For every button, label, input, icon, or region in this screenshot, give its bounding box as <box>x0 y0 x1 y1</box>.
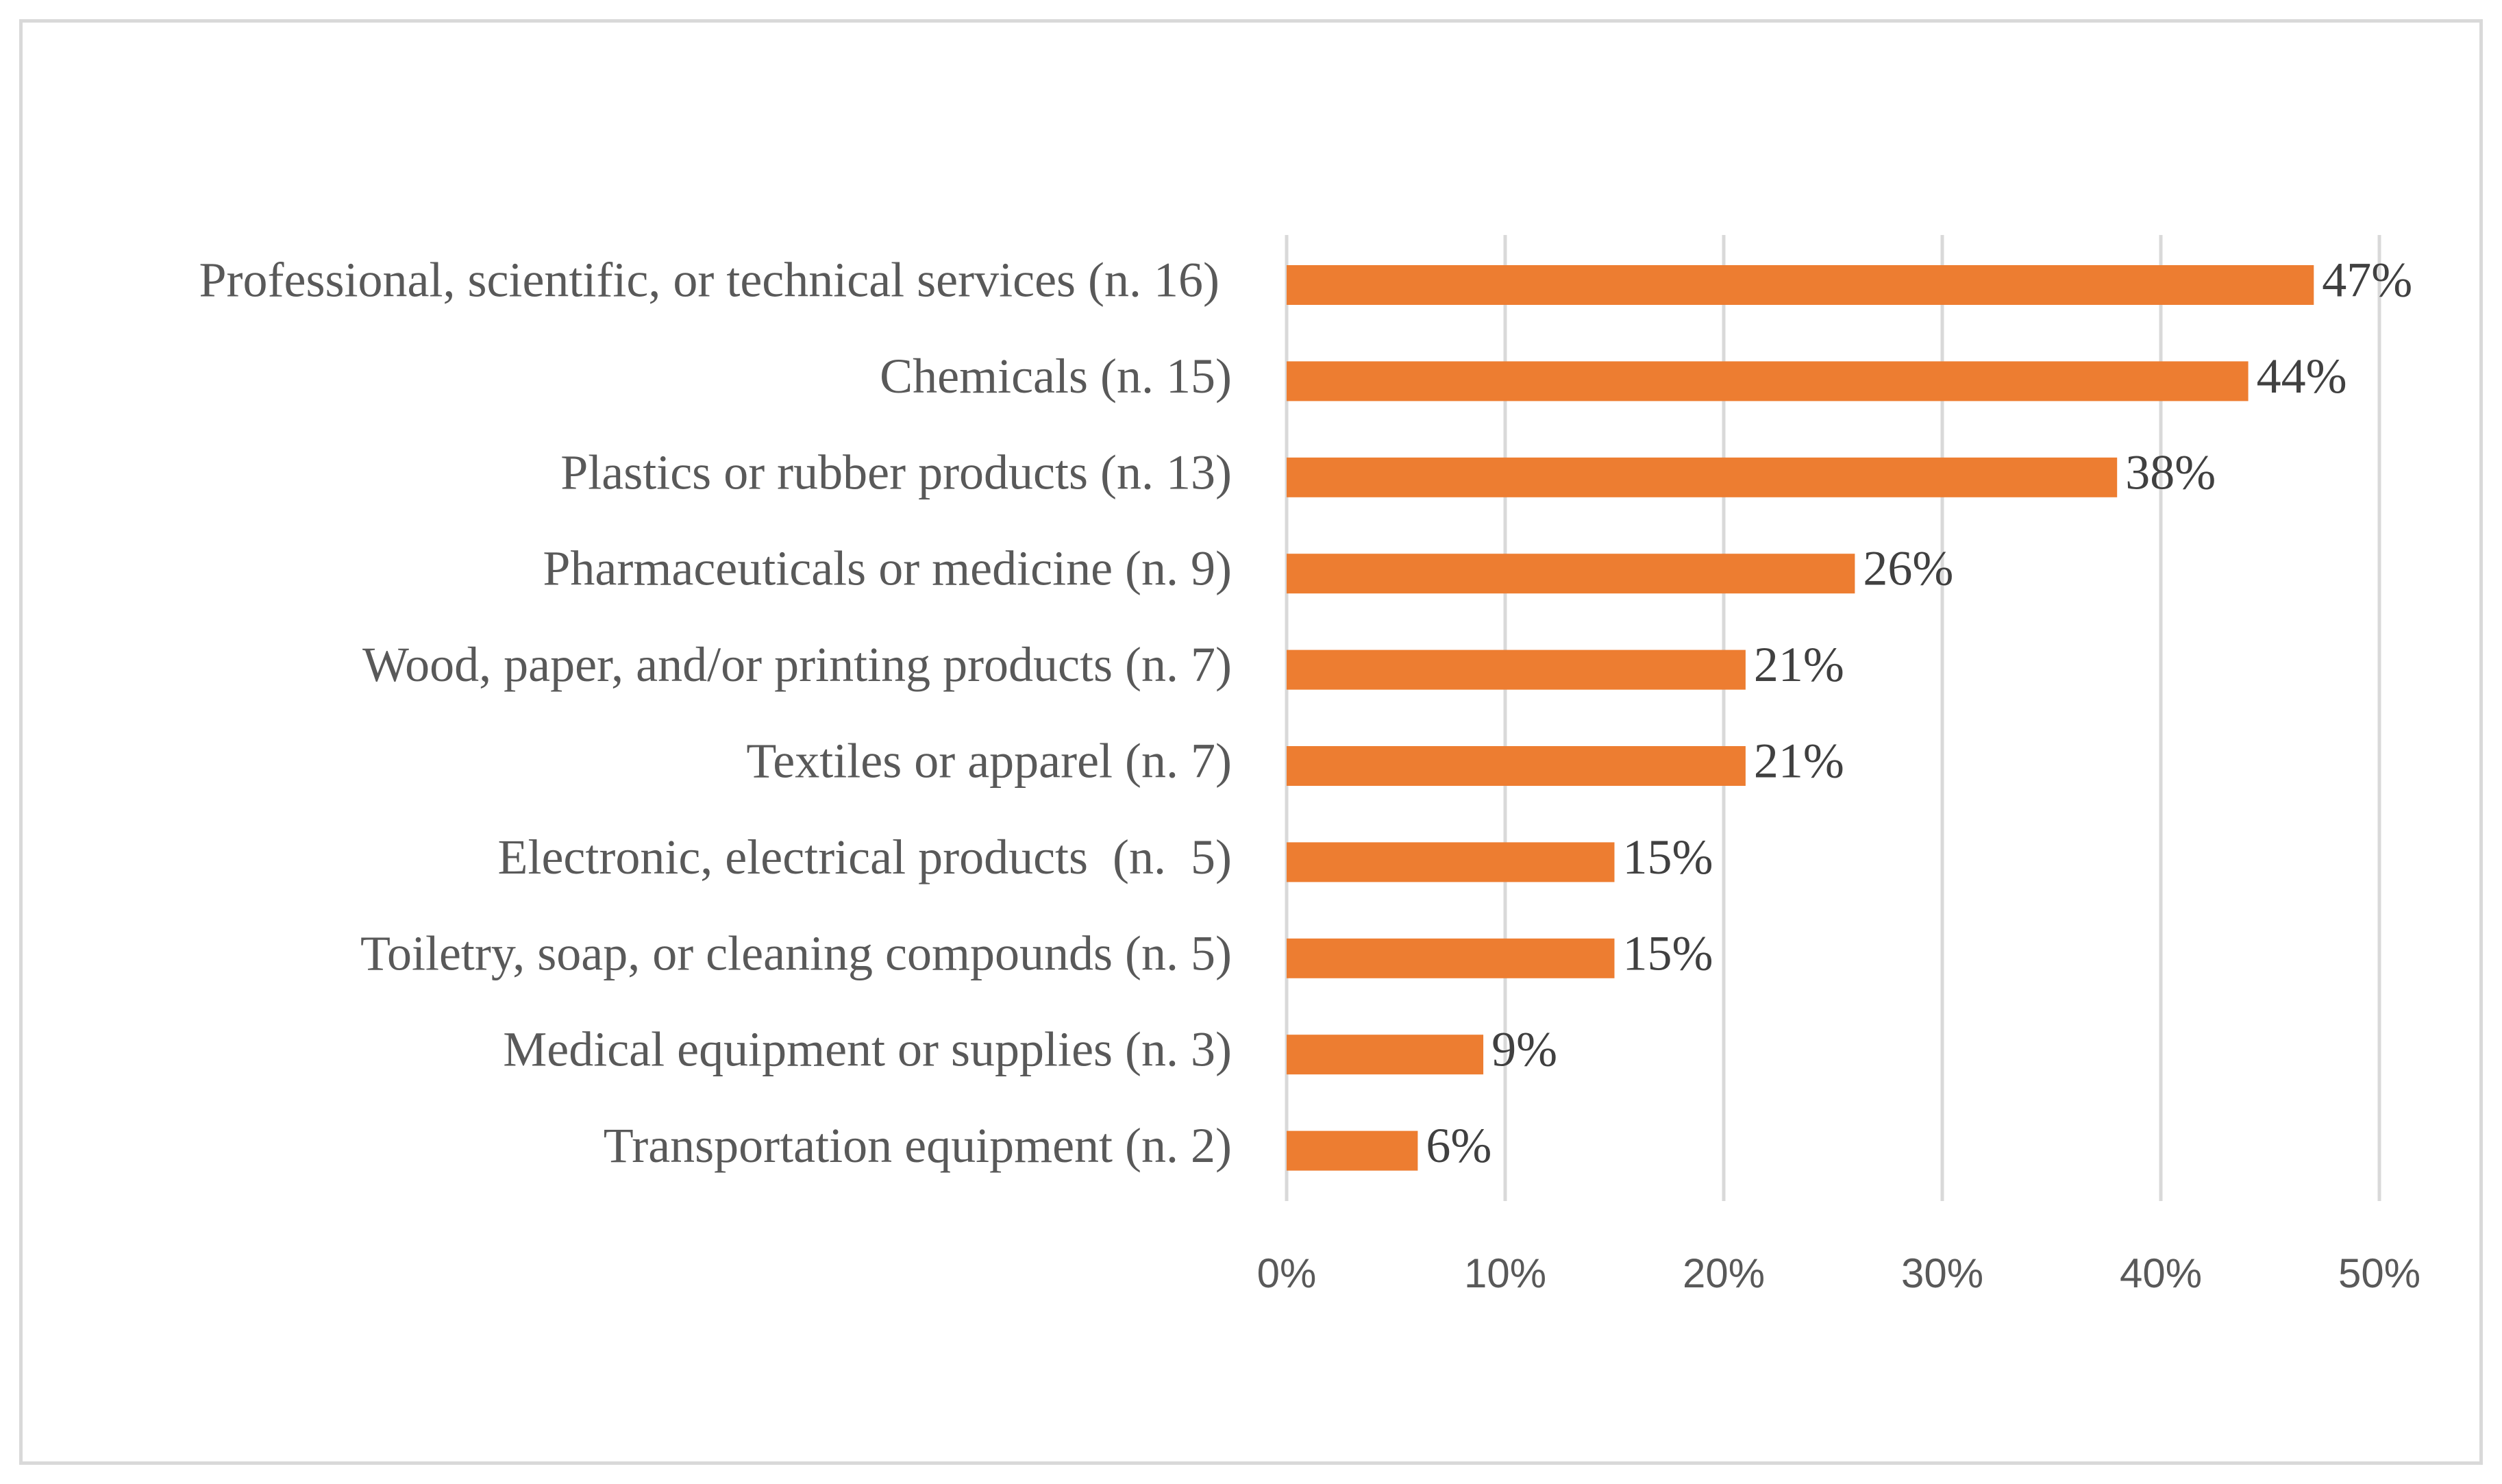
data-label-5: 21% <box>1754 734 1844 789</box>
bar-8 <box>1287 1035 1484 1075</box>
category-label-7: Toiletry, soap, or cleaning compounds (n… <box>360 926 1232 980</box>
x-tick-label-0: 0% <box>1257 1250 1317 1296</box>
category-label-3: Pharmaceuticals or medicine (n. 9) <box>543 541 1232 596</box>
data-label-9: 6% <box>1426 1118 1491 1173</box>
data-label-4: 21% <box>1754 637 1844 692</box>
data-labels: 47% 44% 38% 26% 21% 21% 15% 15% 9%6% <box>1426 253 2412 1174</box>
x-tick-label-3: 30% <box>1901 1250 1983 1296</box>
chart-frame: Professional, scientific, or technical s… <box>19 19 2483 1465</box>
bar-7 <box>1287 938 1615 978</box>
category-label-6: Electronic, electrical products (n. 5) <box>497 830 1232 885</box>
bars <box>1287 265 2314 1171</box>
category-label-1: Chemicals (n. 15) <box>880 349 1232 404</box>
category-label-9: Transportation equipment (n. 2) <box>604 1118 1232 1173</box>
category-label-8: Medical equipment or supplies (n. 3) <box>503 1022 1232 1077</box>
x-tick-label-5: 50% <box>2338 1250 2420 1296</box>
x-tick-label-1: 10% <box>1464 1250 1546 1296</box>
category-label-2: Plastics or rubber products (n. 13) <box>560 445 1232 499</box>
bar-0 <box>1287 265 2314 305</box>
category-label-5: Textiles or apparel (n. 7) <box>746 734 1232 789</box>
bar-4 <box>1287 650 1746 690</box>
data-label-8: 9% <box>1491 1022 1557 1077</box>
bar-6 <box>1287 842 1615 882</box>
data-label-1: 44% <box>2257 349 2347 404</box>
category-label-4: Wood, paper, and/or printing products (n… <box>362 637 1232 692</box>
bar-3 <box>1287 554 1855 594</box>
x-tick-label-4: 40% <box>2120 1250 2202 1296</box>
category-label-0: Professional, scientific, or technical s… <box>199 253 1233 308</box>
x-tick-label-2: 20% <box>1683 1250 1765 1296</box>
data-label-6: 15% <box>1623 830 1713 885</box>
x-axis-tick-labels: 0% 10% 20% 30% 40% 50% <box>1257 1250 2420 1296</box>
bar-9 <box>1287 1130 1418 1171</box>
data-label-3: 26% <box>1863 541 1953 596</box>
bar-chart: Professional, scientific, or technical s… <box>199 235 2420 1296</box>
bar-5 <box>1287 746 1746 786</box>
data-label-7: 15% <box>1623 926 1713 980</box>
bar-2 <box>1287 457 2118 497</box>
data-label-0: 47% <box>2322 253 2412 308</box>
data-label-2: 38% <box>2125 445 2216 499</box>
bar-1 <box>1287 361 2249 401</box>
category-labels: Professional, scientific, or technical s… <box>199 253 1233 1174</box>
